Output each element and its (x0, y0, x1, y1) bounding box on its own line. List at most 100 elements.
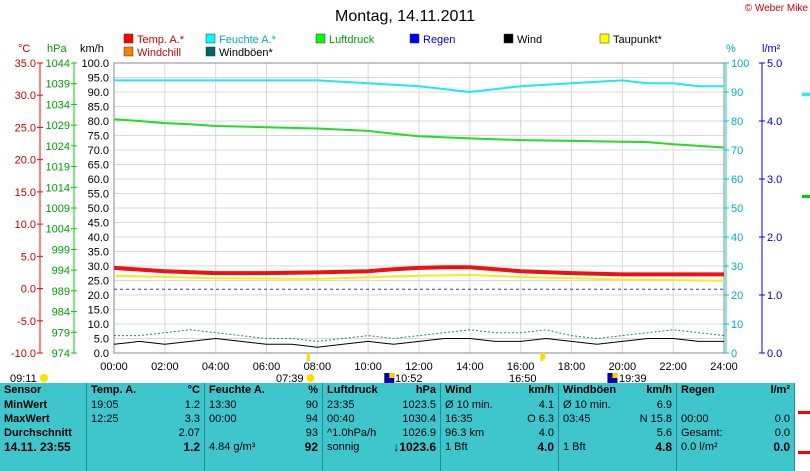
rain-unit: l/m² (770, 384, 790, 396)
kmh-tick: 15.0 (88, 305, 109, 317)
kmh-tick: 20.0 (88, 290, 109, 302)
wind-bft: 1 Bft (445, 441, 468, 453)
x-tick-label: 20:00 (609, 361, 637, 373)
legend-label: Regen (423, 34, 455, 46)
hpa-tick: 1004 (46, 224, 70, 236)
table-edge (795, 383, 810, 471)
kmh-tick: 10.0 (88, 319, 109, 331)
percent-tick: 90 (731, 87, 743, 99)
event-time-label: 16:50 (509, 373, 537, 383)
legend-swatch (205, 33, 216, 44)
hpa-tick: 1039 (46, 79, 70, 91)
kmh-tick: 95.0 (88, 73, 109, 85)
celsius-tick: 5.0 (21, 251, 36, 263)
temp-min-time: 19:05 (91, 399, 119, 411)
x-tick-label: 00:00 (100, 361, 128, 373)
sunrise-icon (40, 374, 48, 382)
gusts-column: Windböen km/h Ø 10 min. 6.9 03:45 N 15.8 5.… (559, 383, 677, 471)
pressure-current: ↓1023.6 (393, 440, 436, 454)
hpa-tick: 979 (52, 327, 70, 339)
rain-tick: 4.0 (767, 116, 782, 128)
celsius-unit: °C (18, 43, 30, 55)
gusts-10min: 6.9 (656, 399, 672, 411)
pressure-trend: ^1.0hPa/h (327, 427, 377, 439)
series-taupunkt (113, 273, 725, 282)
celsius-tick: 15.0 (15, 187, 36, 199)
x-tick-label: 16:00 (507, 361, 535, 373)
hpa-tick: 1044 (46, 58, 70, 70)
kmh-tick: 65.0 (88, 160, 109, 172)
rain-tick: 1.0 (767, 290, 782, 302)
current-date: 14.11. 23:55 (4, 440, 71, 454)
kmh-tick: 85.0 (88, 102, 109, 114)
rain-total: 0.0 (774, 427, 790, 439)
humidity-header: Feuchte A. (209, 384, 265, 396)
event-time-label: 07:39 (276, 373, 304, 383)
sun-icon (306, 374, 315, 382)
humidity-max: 94 (305, 413, 318, 425)
temp-avg: 2.07 (178, 427, 200, 439)
wind-max-time: 16:35 (445, 413, 473, 425)
wind-avg-label: Ø 10 min. (445, 399, 493, 411)
kmh-tick: 100.0 (81, 58, 109, 70)
humidity-min: 90 (305, 399, 318, 411)
kmh-tick: 0.0 (94, 348, 109, 360)
pressure-avg: 1026.9 (402, 427, 436, 439)
avg-label: Durchschnitt (4, 427, 72, 439)
series-temp-a (113, 265, 724, 277)
legend-label: Windchill (137, 47, 181, 59)
percent-tick: 50 (731, 203, 743, 215)
hpa-tick: 1014 (46, 182, 70, 194)
legend-swatch (123, 33, 134, 44)
pressure-unit: hPa (415, 384, 436, 396)
rain-column: Regen l/m² 00:00 0.0 Gesamt: 0.0 0.0 l/m² 0.… (677, 383, 795, 471)
humidity-column: Feuchte A.% 13:30 90 00:00 94 93 4.84 g/m³… (205, 383, 323, 471)
chart-title: Montag, 14.11.2011 (335, 8, 475, 25)
rain-total-label: Gesamt: (681, 427, 723, 439)
temp-max: 3.3 (184, 413, 200, 425)
percent-tick: 40 (731, 232, 743, 244)
hpa-tick: 999 (52, 244, 70, 256)
percent-tick: 20 (731, 290, 743, 302)
kmh-tick: 70.0 (88, 145, 109, 157)
edge-marker (802, 195, 810, 198)
legend-label: Temp. A.* (137, 34, 185, 46)
kmh-tick: 35.0 (88, 247, 109, 259)
hpa-tick: 1034 (46, 99, 70, 111)
humidity-avg: 93 (305, 427, 318, 439)
legend-swatch (205, 46, 216, 57)
gusts-current: 4.8 (655, 440, 672, 454)
percent-tick: 30 (731, 261, 743, 273)
pressure-column: Luftdruck hPa 23:35 1023.5 00:40 1030.4 ^1.… (323, 383, 441, 471)
hpa-tick: 989 (52, 286, 70, 298)
percent-tick: 100 (731, 58, 749, 70)
legend-label: Luftdruck (329, 34, 375, 46)
event-time-label: 09:11 (10, 373, 37, 383)
temp-max-time: 12:25 (91, 413, 119, 425)
x-tick-label: 24:00 (710, 361, 738, 373)
weather-chart: Montag, 14.11.2011 © Weber Mike Temp. A.* F… (10, 3, 810, 383)
humidity-max-time: 00:00 (209, 413, 237, 425)
x-tick-label: 22:00 (659, 361, 687, 373)
legend-swatch (409, 33, 420, 44)
series-feuchte-a (114, 79, 724, 94)
temp-column: Temp. A. °C 19:05 1.2 12:25 3.3 2.07 1.2 (87, 383, 205, 471)
event-time-label: 10:52 (395, 373, 423, 383)
pressure-min-time: 23:35 (327, 399, 355, 411)
forecast-text: sonnig (327, 441, 360, 453)
percent-tick: 60 (731, 174, 743, 186)
hpa-tick: 974 (52, 348, 70, 360)
celsius-tick: 0.0 (21, 284, 36, 296)
pressure-max-time: 00:40 (327, 413, 355, 425)
event-time-label: 19:39 (619, 373, 647, 383)
x-tick-label: 06:00 (253, 361, 281, 373)
edge-marker (802, 93, 810, 96)
legend-label: Wind (517, 34, 542, 46)
moon-phase-mark (389, 373, 395, 378)
gusts-avg: 5.6 (656, 427, 672, 439)
pressure-max: 1030.4 (402, 413, 436, 425)
kmh-tick: 90.0 (88, 87, 109, 99)
celsius-tick: 20.0 (15, 155, 36, 167)
pressure-header: Luftdruck (327, 384, 378, 396)
humidity-min-time: 13:30 (209, 399, 237, 411)
